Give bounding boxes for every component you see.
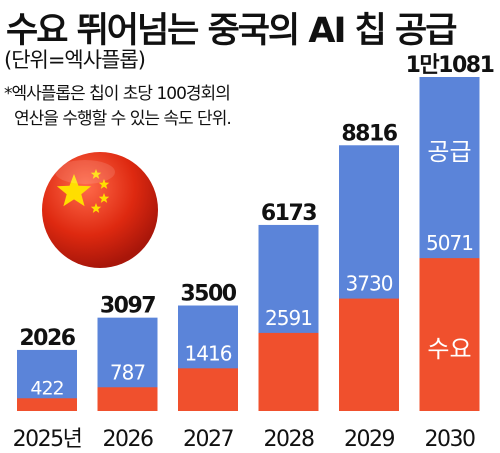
supply-value-label: 3097 — [100, 294, 155, 319]
demand-series-label: 수요 — [427, 335, 471, 363]
supply-value-label: 6173 — [261, 201, 316, 226]
demand-bar — [17, 398, 77, 411]
x-tick-label: 2030 — [425, 427, 475, 452]
x-tick-label: 2027 — [183, 427, 233, 452]
chart-title: 수요 뛰어넘는 중국의 AI 칩 공급 — [6, 11, 457, 51]
demand-value-label: 1416 — [185, 341, 232, 365]
demand-bar — [258, 332, 319, 411]
x-tick-label: 2025년 — [13, 427, 82, 452]
supply-series-label: 공급 — [427, 138, 471, 166]
demand-value-label: 2591 — [265, 306, 312, 330]
supply-value-label: 3500 — [180, 282, 236, 307]
x-tick-label: 2026 — [103, 427, 153, 452]
demand-bar — [419, 258, 480, 411]
supply-value-label: 8816 — [341, 121, 397, 146]
china-flag-icon — [42, 152, 158, 268]
unit-label: (단위=엑사플롭) — [4, 48, 146, 72]
supply-value-label: 2026 — [19, 326, 75, 351]
footnote-line-1: *엑사플롭은 칩이 초당 100경회의 — [4, 84, 231, 104]
demand-value-label: 5071 — [426, 231, 473, 255]
demand-bar — [339, 298, 399, 411]
footnote-line-2: 연산을 수행할 수 있는 속도 단위. — [14, 109, 232, 129]
supply-value-label: 1만1081 — [406, 53, 494, 78]
demand-bar — [178, 368, 238, 411]
demand-bar — [97, 387, 158, 411]
x-tick-label: 2029 — [344, 427, 394, 452]
demand-value-label: 422 — [30, 377, 63, 399]
demand-value-label: 787 — [110, 360, 145, 384]
x-tick-label: 2028 — [264, 427, 314, 452]
demand-value-label: 3730 — [346, 272, 393, 296]
